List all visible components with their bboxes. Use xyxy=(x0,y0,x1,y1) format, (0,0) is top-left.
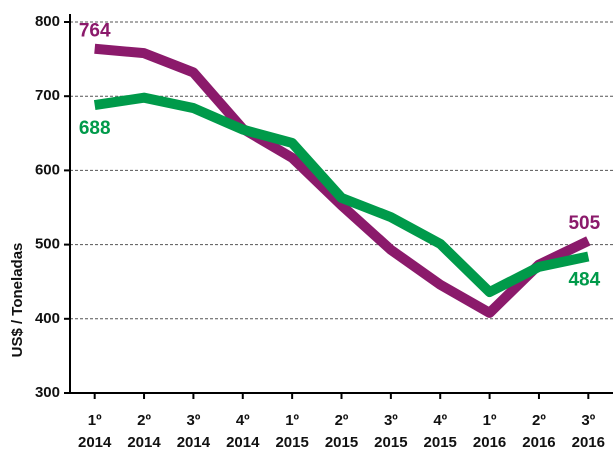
x-tick-label: 2016 xyxy=(572,434,605,451)
x-tick-label: 2014 xyxy=(226,434,260,451)
x-tick-label: 2016 xyxy=(522,434,555,451)
x-tick-label: 2º xyxy=(532,412,546,429)
x-tick-label: 4º xyxy=(236,412,250,429)
y-axis-label: US$ / Toneladas xyxy=(9,243,26,358)
x-tick-label: 2016 xyxy=(473,434,506,451)
series-line xyxy=(93,92,590,298)
x-tick-label: 2014 xyxy=(127,434,161,451)
y-tick-label: 500 xyxy=(35,236,60,253)
x-tick-label: 1º xyxy=(88,412,102,429)
x-tick-label: 4º xyxy=(433,412,447,429)
y-tick-label: 800 xyxy=(35,13,60,30)
x-tick-label: 2014 xyxy=(78,434,112,451)
value-label: 484 xyxy=(568,269,600,290)
x-tick-label: 2015 xyxy=(374,434,407,451)
y-tick-label: 400 xyxy=(35,310,60,327)
x-tick-label: 2014 xyxy=(177,434,211,451)
x-tick-label: 3º xyxy=(186,412,200,429)
y-tick-label: 300 xyxy=(35,384,60,401)
x-tick-label: 3º xyxy=(384,412,398,429)
x-tick-label: 1º xyxy=(483,412,497,429)
x-tick-label: 2º xyxy=(335,412,349,429)
value-label: 505 xyxy=(568,213,600,234)
x-tick-label: 2015 xyxy=(325,434,358,451)
x-tick-label: 2015 xyxy=(424,434,457,451)
x-tick-label: 2015 xyxy=(275,434,308,451)
value-label: 688 xyxy=(79,118,111,139)
x-tick-label: 3º xyxy=(581,412,595,429)
series-line xyxy=(94,43,591,318)
y-tick-label: 700 xyxy=(35,87,60,104)
x-tick-label: 2º xyxy=(137,412,151,429)
x-tick-label: 1º xyxy=(285,412,299,429)
y-tick-label: 600 xyxy=(35,161,60,178)
value-label: 764 xyxy=(79,21,111,42)
